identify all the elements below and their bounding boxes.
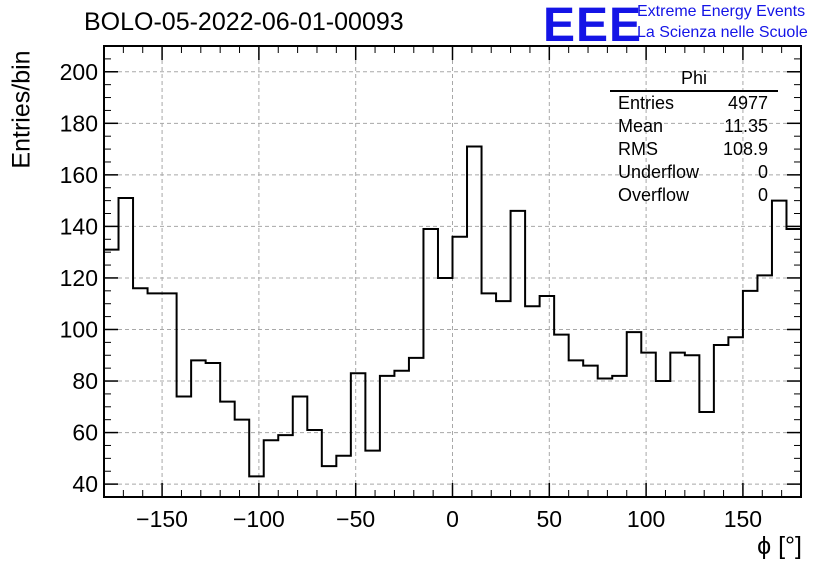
histogram-bin (641, 353, 656, 497)
stats-label: Entries (618, 93, 675, 113)
stats-value: 11.35 (724, 116, 768, 136)
histogram-bin (743, 291, 758, 497)
histogram-bin (351, 373, 366, 497)
histogram-bin (496, 301, 511, 497)
histogram-bin (220, 402, 235, 497)
stats-value: 0 (757, 185, 768, 205)
histogram-bin (293, 396, 308, 497)
y-tick-label: 180 (60, 110, 98, 136)
stats-value: 4977 (727, 93, 768, 113)
chart-title: BOLO-05-2022-06-01-00093 (84, 8, 404, 36)
histogram-bin (423, 229, 438, 497)
y-tick-label: 160 (60, 162, 98, 188)
histogram-bin (162, 293, 177, 497)
histogram-bin (728, 337, 743, 497)
histogram-bin (148, 293, 163, 497)
histogram-bin (482, 293, 497, 497)
histogram-bin (656, 381, 671, 497)
stats-row-entries: Entries 4977 (610, 92, 778, 115)
histogram-bin (365, 451, 380, 497)
y-axis-label: Entries/bin (7, 50, 36, 169)
histogram-bin (380, 376, 395, 497)
histogram-bin (249, 476, 264, 497)
stats-value: 108.9 (722, 139, 768, 159)
stats-row-rms: RMS 108.9 (610, 138, 778, 161)
eee-logo: EEE (543, 0, 643, 52)
stats-label: RMS (618, 139, 658, 159)
stats-value: 0 (757, 162, 768, 182)
histogram-outline (103, 145, 801, 497)
y-tick-label: 80 (72, 368, 98, 394)
stats-row-overflow: Overflow 0 (610, 184, 778, 207)
y-tick-label: 120 (60, 265, 98, 291)
histogram-bin (583, 366, 598, 497)
histogram-bin (786, 229, 801, 497)
histogram-bin (670, 353, 685, 497)
x-tick-label: −150 (136, 506, 188, 532)
x-tick-label: 0 (446, 506, 459, 532)
stats-label: Overflow (618, 185, 690, 205)
histogram-bin (409, 358, 424, 497)
histogram-bin (772, 201, 787, 497)
histogram-bin (525, 306, 540, 497)
y-tick-label: 40 (72, 471, 98, 497)
histogram-bin (453, 237, 468, 497)
histogram-bin (467, 147, 482, 497)
histogram-bin (438, 278, 453, 497)
histogram-bin (104, 250, 119, 497)
x-tick-label: 150 (724, 506, 762, 532)
histogram-bin (598, 378, 613, 497)
eee-tagline-1: Extreme Energy Events (637, 3, 806, 20)
stats-row-mean: Mean 11.35 (610, 115, 778, 138)
histogram-bin (627, 332, 642, 497)
histogram-bin (554, 335, 569, 497)
stats-box: Phi Entries 4977 Mean 11.35 RMS 108.9 Un… (610, 68, 778, 207)
histogram-bin (714, 345, 729, 497)
x-tick-label: 100 (627, 506, 665, 532)
histogram-bin (206, 363, 221, 497)
histogram-bin (133, 288, 148, 497)
x-tick-label: 50 (537, 506, 563, 532)
y-tick-label: 140 (60, 213, 98, 239)
stats-label: Underflow (618, 162, 700, 182)
histogram-bin (307, 430, 322, 497)
x-axis-label: ϕ [°] (757, 532, 802, 560)
stats-title: Phi (610, 68, 778, 92)
stats-label: Mean (618, 116, 664, 136)
histogram-bin (685, 355, 700, 497)
y-tick-label: 200 (60, 59, 98, 85)
histogram-bin (511, 211, 526, 497)
histogram-bin (394, 371, 409, 497)
y-tick-label: 60 (72, 420, 98, 446)
histogram-bin (235, 420, 250, 497)
histogram-bin (540, 296, 555, 497)
histogram-bin (322, 466, 337, 497)
histogram-bin (177, 396, 192, 497)
histogram-bin (336, 456, 351, 497)
histogram-bin (757, 275, 772, 497)
stats-row-underflow: Underflow 0 (610, 161, 778, 184)
x-tick-label: −50 (336, 506, 375, 532)
histogram-bin (119, 198, 134, 497)
x-tick-label: −100 (233, 506, 285, 532)
histogram-bin (264, 440, 279, 497)
histogram-bin (612, 376, 627, 497)
eee-tagline-2: La Scienza nelle Scuole (637, 24, 808, 41)
y-tick-label: 100 (60, 316, 98, 342)
histogram-bin (278, 435, 293, 497)
